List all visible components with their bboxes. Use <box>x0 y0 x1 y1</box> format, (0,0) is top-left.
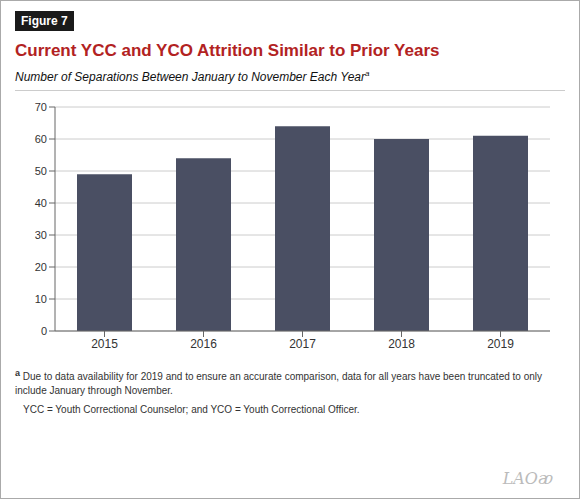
html-text:Number of Separations Between: Number of Separations Between January to… <box>15 69 370 85</box>
svg-text:50: 50 <box>35 165 47 177</box>
svg-text:2017: 2017 <box>289 337 316 351</box>
svg-text:2015: 2015 <box>91 337 118 351</box>
svg-text:60: 60 <box>35 133 47 145</box>
svg-text:70: 70 <box>35 101 47 113</box>
svg-text:40: 40 <box>35 197 47 209</box>
svg-text:2018: 2018 <box>388 337 415 351</box>
svg-text:20: 20 <box>35 261 47 273</box>
svg-text:10: 10 <box>35 293 47 305</box>
html-text:LAOᴂ: LAOᴂ <box>502 469 553 488</box>
svg-text:30: 30 <box>35 229 47 241</box>
html-text:YCC = Youth Correctional Couns: YCC = Youth Correctional Counselor; and … <box>23 403 360 415</box>
html-text:Figure 7: Figure 7 <box>21 14 68 28</box>
svg-text:2016: 2016 <box>190 337 217 351</box>
html-text:Current YCC and YCO Attrition: Current YCC and YCO Attrition Similar to… <box>15 41 440 60</box>
svg-text:2019: 2019 <box>487 337 514 351</box>
html-text:a Due to data availability for: a Due to data availability for 2019 and … <box>15 368 542 397</box>
svg-text:0: 0 <box>41 325 47 337</box>
